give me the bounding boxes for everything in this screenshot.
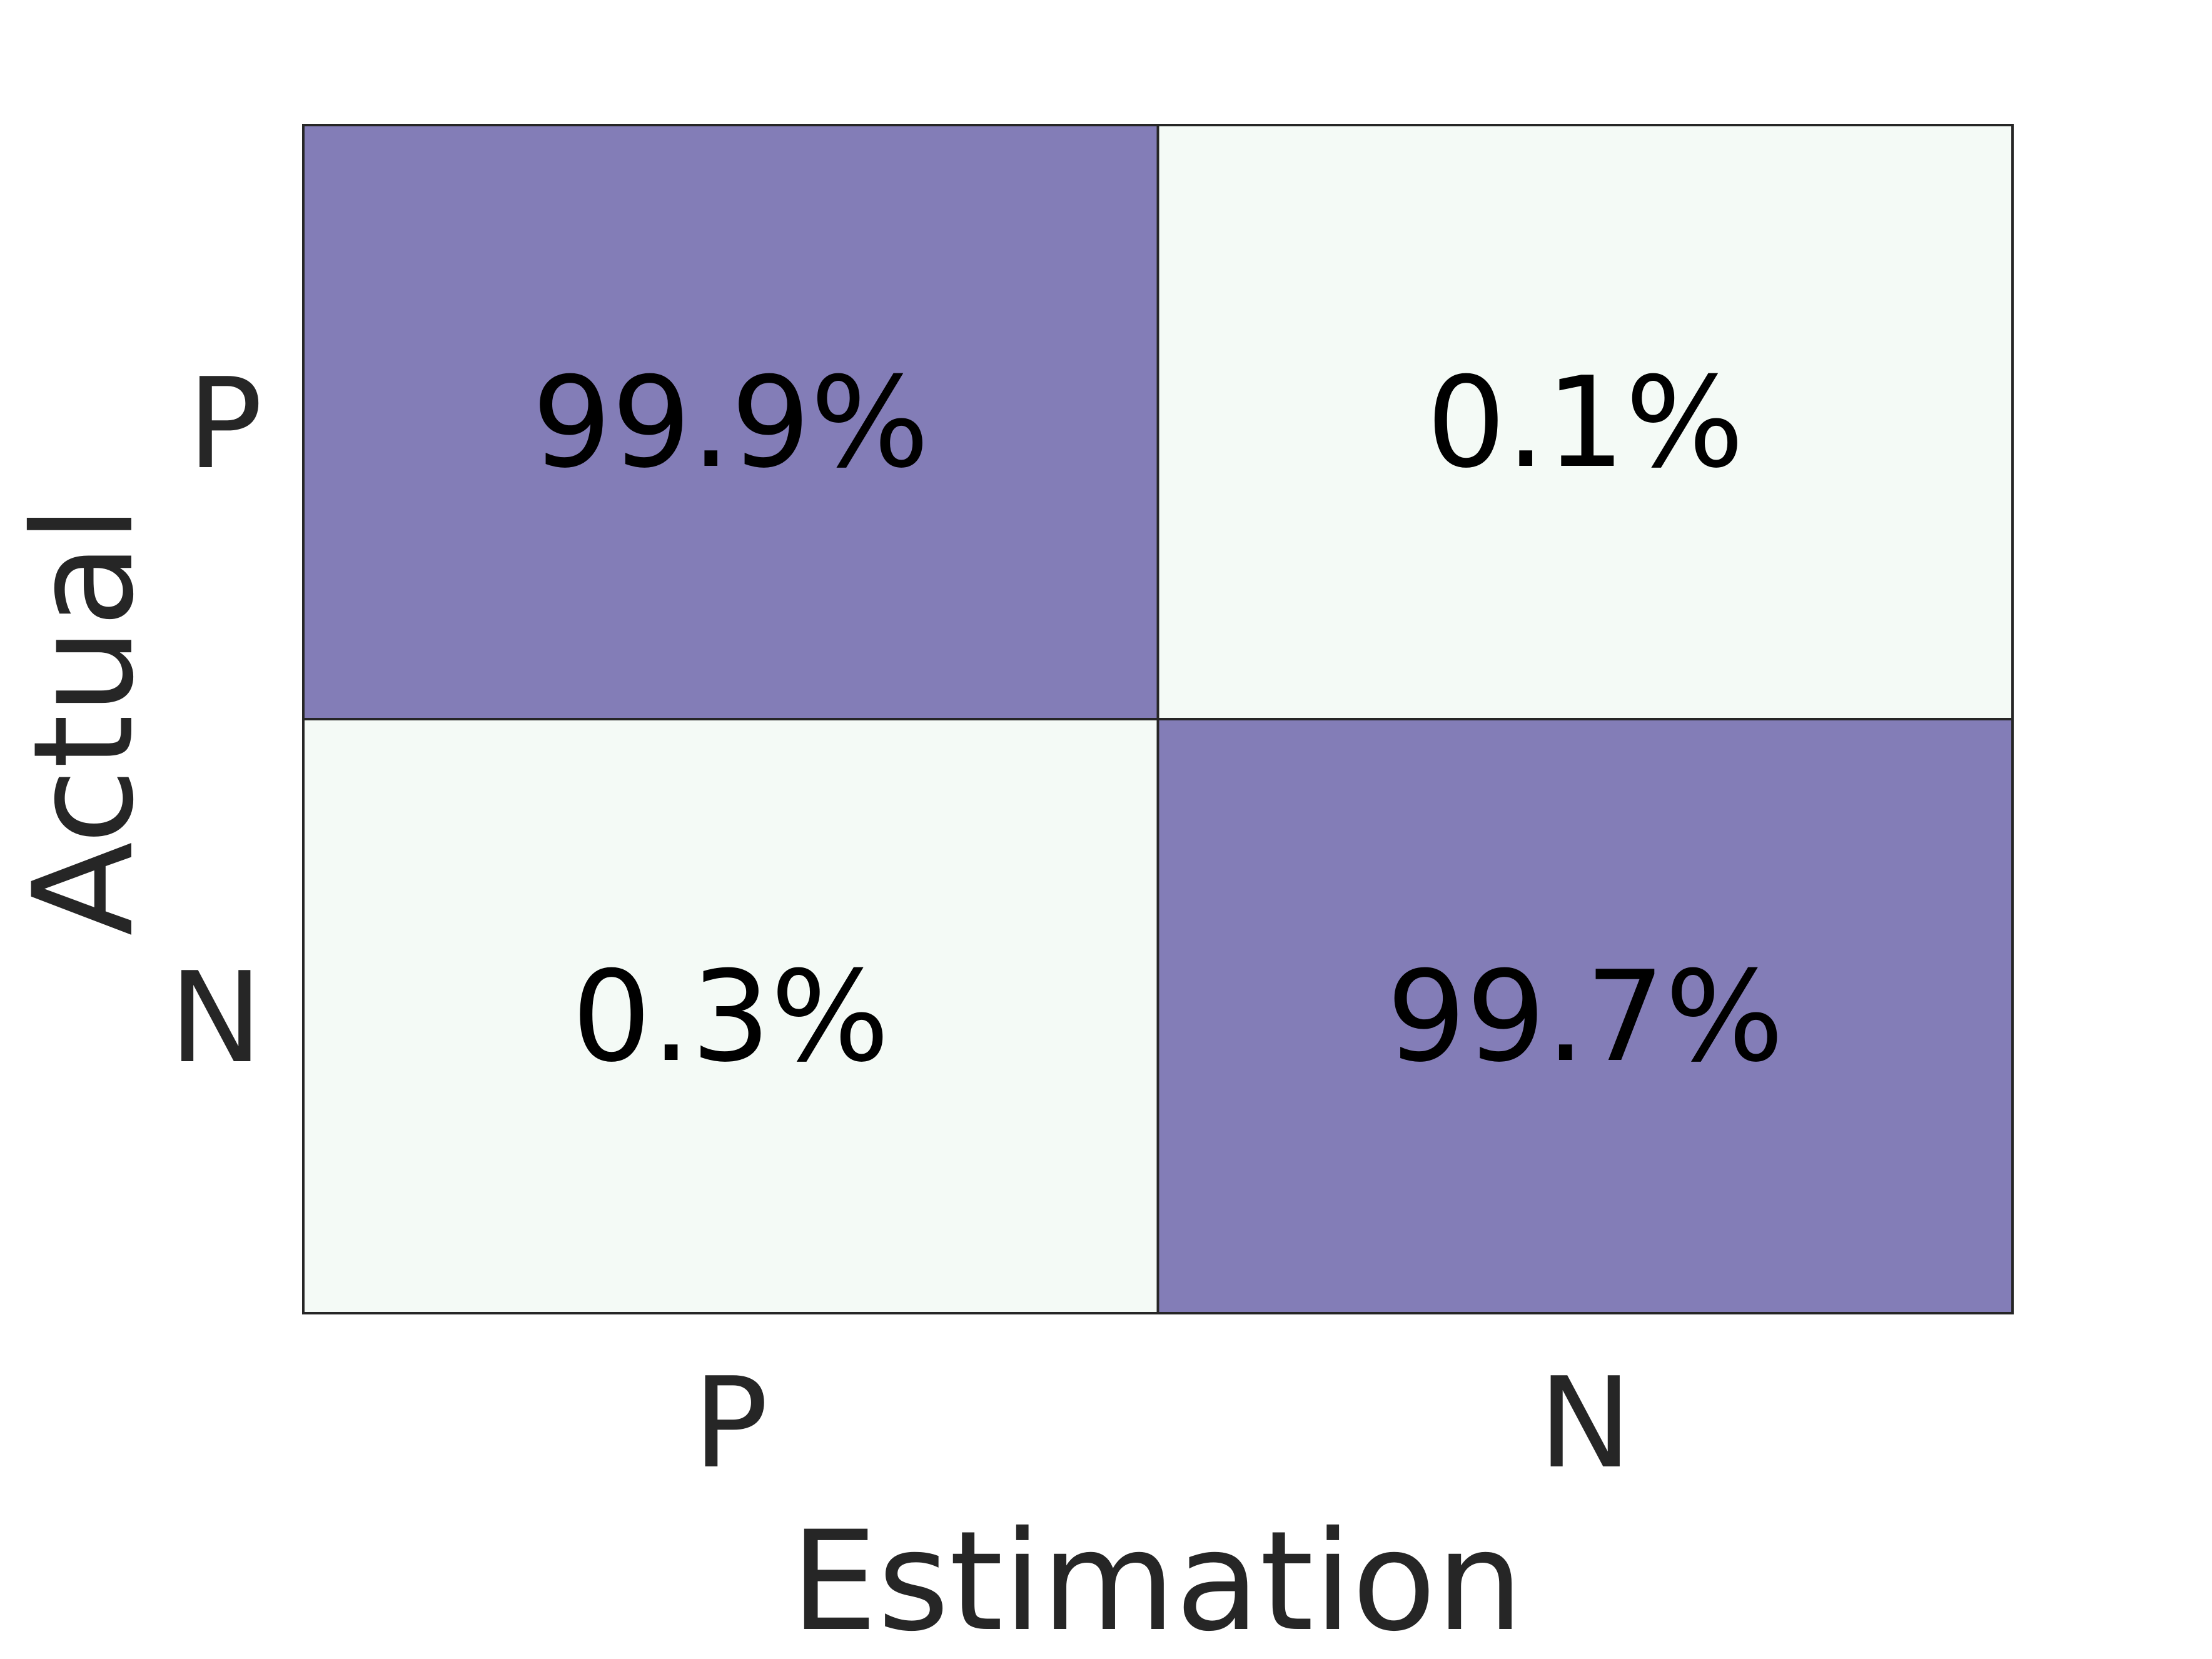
heatmap-cell-p-p: [302, 124, 1159, 720]
y-axis-label: Actual: [4, 505, 164, 935]
heatmap-cell-n-n: [1156, 718, 2014, 1314]
cell-value-label: 0.3%: [572, 944, 889, 1090]
heatmap-cell-n-p: [302, 718, 1159, 1314]
x-tick-label: P: [693, 1351, 769, 1496]
y-tick-label: N: [169, 945, 263, 1091]
x-axis-label: Estimation: [790, 1501, 1523, 1659]
x-tick-label: N: [1538, 1351, 1632, 1496]
cells-layer: [302, 124, 2014, 1314]
cell-value-label: 0.1%: [1427, 350, 1744, 496]
tick-labels-layer: P N P N: [169, 351, 1632, 1496]
y-tick-label: P: [187, 351, 263, 497]
cell-value-label: 99.9%: [532, 350, 929, 496]
cell-value-label: 99.7%: [1386, 944, 1784, 1090]
cell-labels-layer: 99.9% 0.1% 0.3% 99.7%: [532, 350, 1784, 1090]
heatmap-cell-p-n: [1156, 124, 2014, 720]
plot-frame: [302, 124, 2014, 1314]
